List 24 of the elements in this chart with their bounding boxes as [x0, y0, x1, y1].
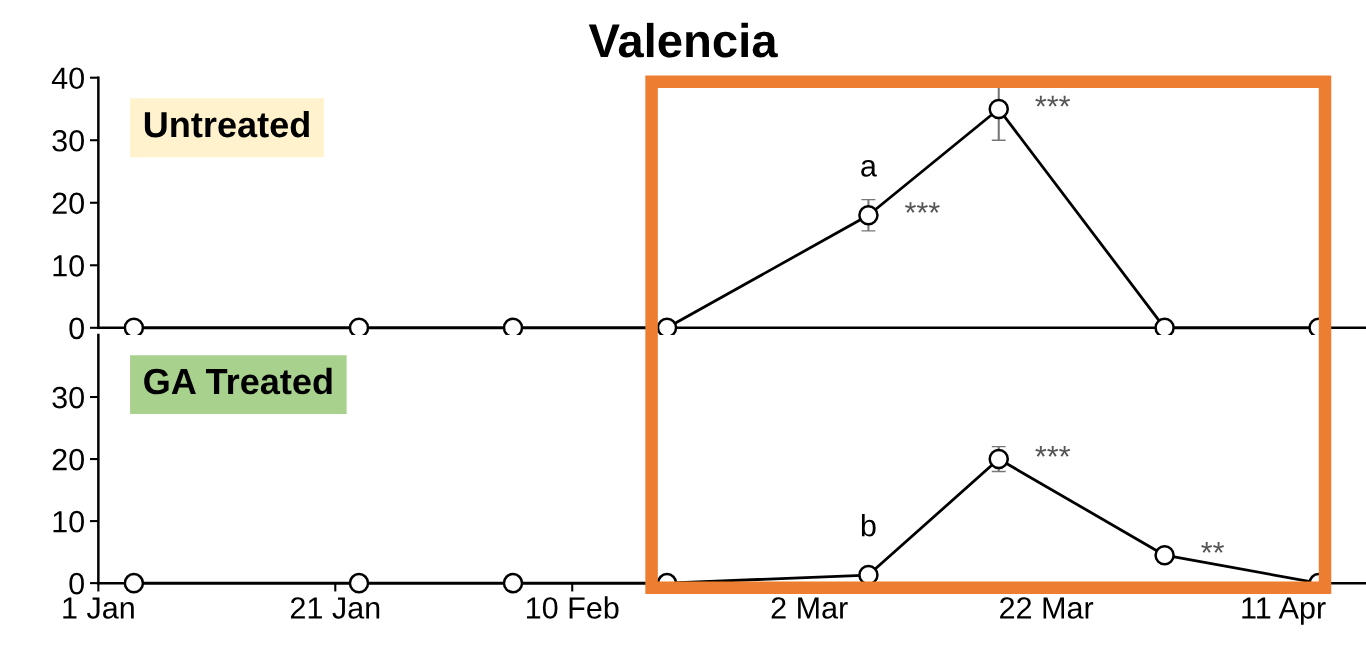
annotation: *** [1035, 445, 1071, 457]
annotation: *** [1035, 95, 1071, 107]
x-tick-label: 2 Mar [771, 597, 848, 619]
x-tick-label: 22 Mar [1000, 597, 1094, 619]
y-tick-label: 0 [69, 317, 84, 340]
x-tick-label: 11 Apr [1242, 597, 1326, 625]
y-tick-label: 20 [52, 192, 84, 215]
annotation: GA Treated [144, 367, 332, 395]
y-tick-label: 30 [52, 129, 84, 152]
chart-title: Valencia [588, 22, 778, 58]
annotation: b [861, 514, 876, 537]
y-tick-label: 10 [53, 255, 84, 277]
y-tick-label: 20 [52, 448, 84, 471]
annotation: ** [1201, 542, 1225, 553]
y-tick-label: 0 [69, 572, 84, 595]
y-tick-label: 30 [52, 386, 84, 409]
y-tick-label: 40 [51, 67, 84, 90]
annotation: a [861, 159, 877, 177]
annotation: *** [905, 202, 940, 213]
x-tick-label: 10 Feb [527, 596, 619, 619]
annotation: Untreated [144, 110, 309, 138]
x-tick-label: 1 Jan [63, 597, 134, 619]
x-tick-label: 21 Jan [290, 597, 380, 619]
y-tick-label: 10 [53, 510, 84, 533]
